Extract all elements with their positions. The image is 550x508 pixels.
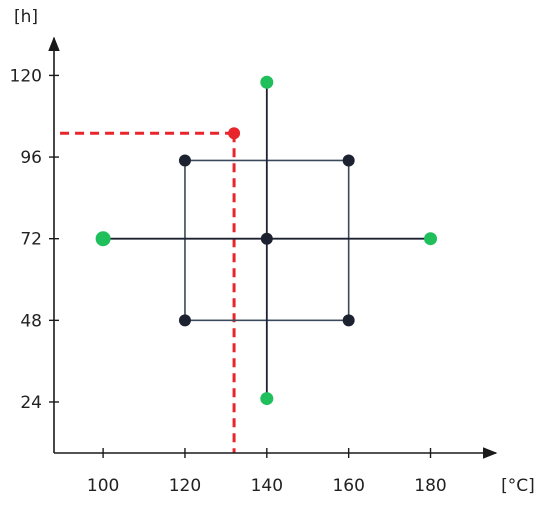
y-axis-unit: [h] (14, 7, 38, 27)
data-point-s1-2 (95, 231, 111, 247)
data-points (95, 75, 438, 406)
data-point-s0-2 (178, 314, 191, 327)
y-tick-label-48: 48 (20, 311, 42, 331)
axes (48, 36, 498, 459)
y-tick-label-24: 24 (20, 393, 42, 413)
data-point-s0-1 (342, 154, 355, 167)
y-tick-label-72: 72 (20, 230, 42, 250)
data-point-s2-0 (228, 127, 241, 140)
data-point-s0-3 (342, 314, 355, 327)
data-point-s1-0 (260, 75, 274, 89)
data-point-s1-3 (424, 232, 438, 246)
x-tick-label-180: 180 (414, 476, 446, 496)
x-tick-label-120: 120 (169, 476, 201, 496)
y-tick-label-96: 96 (20, 148, 42, 168)
y-tick-label-120: 120 (10, 66, 42, 86)
annotations (54, 131, 236, 453)
x-tick-label-140: 140 (251, 476, 283, 496)
x-tick-label-160: 160 (332, 476, 364, 496)
data-point-s0-4 (260, 232, 273, 245)
data-point-s1-1 (260, 392, 274, 406)
tick-labels: 100 120 140 160 180 24 48 72 96 120 [°C] [h] (10, 7, 535, 496)
x-tick-label-100: 100 (87, 476, 119, 496)
data-point-s0-0 (178, 154, 191, 167)
x-axis-unit: [°C] (501, 476, 535, 496)
